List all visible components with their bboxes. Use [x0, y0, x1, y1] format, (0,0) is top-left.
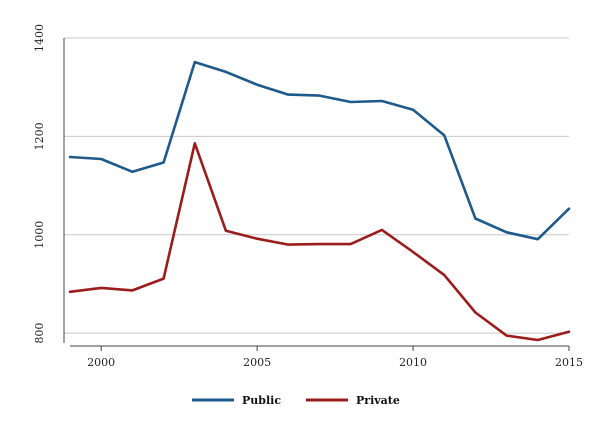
y-tick-label: 1200	[33, 122, 46, 150]
legend-label-public: Public	[242, 394, 281, 407]
y-tick-label: 1400	[33, 24, 46, 52]
y-tick-label: 1000	[33, 221, 46, 249]
x-tick-label: 2000	[87, 356, 115, 369]
x-tick-label: 2005	[243, 356, 271, 369]
x-tick-label: 2010	[399, 356, 427, 369]
series-lines	[68, 60, 571, 342]
y-tick-label: 800	[33, 323, 46, 344]
legend-label-private: Private	[356, 394, 400, 407]
x-tick-label: 2015	[555, 356, 583, 369]
gridlines	[64, 37, 569, 334]
axes: 800 1000 1200 1400 2000 2005 2010 2015	[33, 24, 583, 369]
series-line-private	[68, 142, 571, 342]
legend: Public Private	[192, 394, 400, 407]
series-line-public	[68, 60, 571, 241]
